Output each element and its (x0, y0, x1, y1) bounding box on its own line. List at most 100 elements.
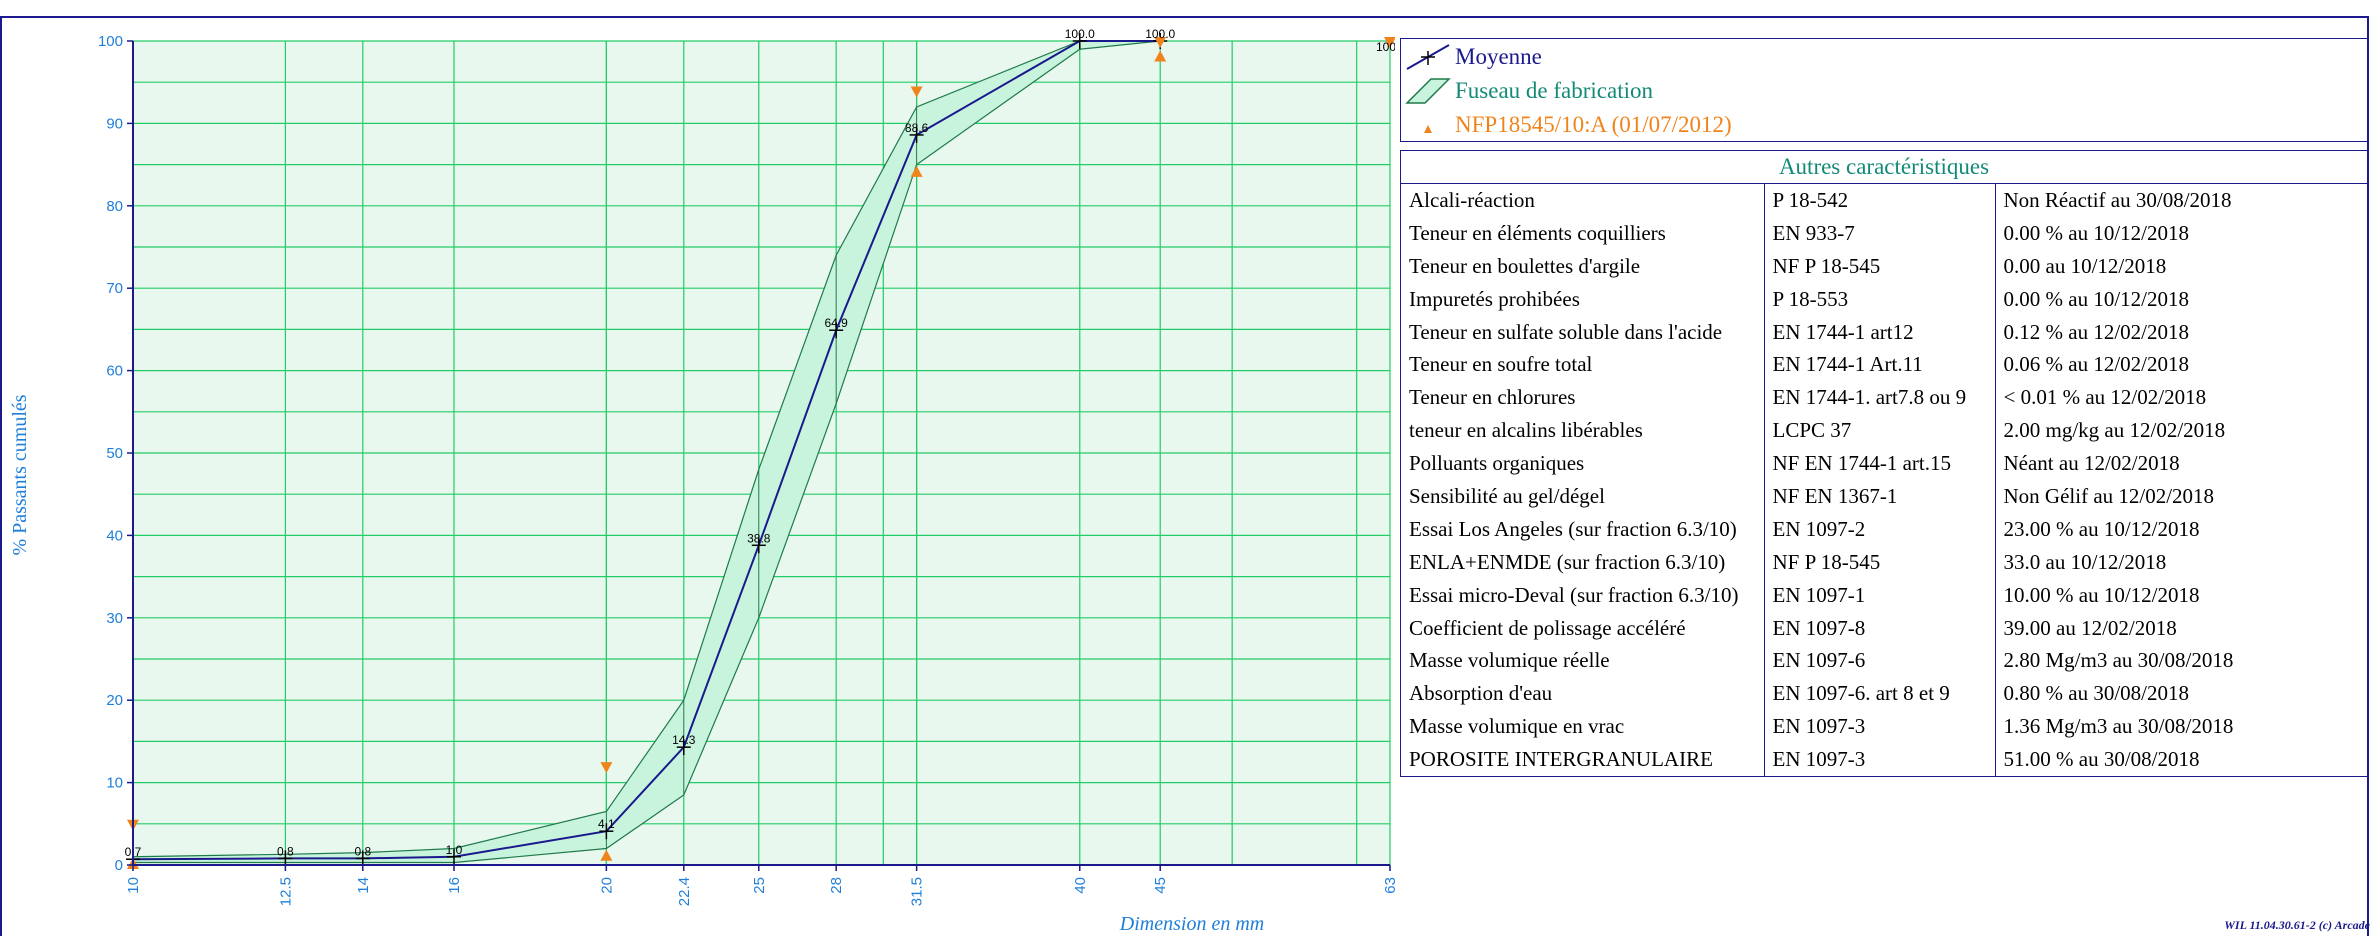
property-standard: EN 1097-6. art 8 et 9 (1764, 677, 1996, 711)
property-standard: NF P 18-545 (1764, 249, 1996, 283)
y-tick-label: 80 (106, 198, 123, 215)
property-standard: EN 1744-1 Art.11 (1764, 348, 1996, 382)
table-row: Essai micro-Deval (sur fraction 6.3/10) E… (1401, 578, 2367, 612)
table-row: POROSITE INTERGRANULAIRE EN 1097-3 51.00 %… (1401, 743, 2367, 777)
spec-upper-marker (600, 762, 613, 774)
legend-label-fuseau: Fuseau de fabrication (1455, 78, 1653, 103)
property-standard: EN 1744-1 art12 (1764, 315, 1996, 349)
x-tick-label: 40 (1072, 877, 1089, 894)
y-tick-label: 100 (98, 33, 123, 50)
spec-lower-marker (1154, 50, 1167, 62)
y-axis-title: % Passants cumulés (9, 394, 31, 555)
chart-frame (0, 16, 2369, 936)
x-tick-label: 10 (125, 877, 142, 894)
spec-upper-marker (910, 86, 923, 98)
data-label-end: 100. (1376, 40, 1395, 54)
property-name: Essai micro-Deval (sur fraction 6.3/10) (1401, 578, 1765, 612)
property-name: Sensibilité au gel/dégel (1401, 480, 1765, 513)
property-value: 2.00 mg/kg au 12/02/2018 (2003, 418, 2226, 443)
property-value: 0.00 au 10/12/2018 (2003, 253, 2167, 278)
fuseau-band-icon (1405, 78, 1451, 104)
legend-label-spec: NFP18545/10:A (01/07/2012) (1455, 112, 1732, 137)
property-value: 0.80 % au 30/08/2018 (2003, 681, 2189, 706)
table-row: Sensibilité au gel/dégel NF EN 1367-1 Non … (1401, 480, 2367, 513)
property-name: Absorption d'eau (1401, 677, 1765, 711)
property-value: < 0.01 % au 12/02/2018 (2003, 385, 2207, 410)
data-label: 0.8 (277, 844, 294, 858)
property-standard: EN 1097-8 (1764, 611, 1996, 645)
property-value: 0.06 % au 12/02/2018 (2003, 352, 2189, 377)
x-tick-label: 20 (598, 877, 615, 894)
property-value: Néant au 12/02/2018 (2003, 451, 2180, 476)
property-value: 0.12 % au 12/02/2018 (2003, 319, 2189, 344)
table-row: Coefficient de polissage accéléré EN 1097… (1401, 611, 2367, 645)
data-label: 100.0 (1065, 27, 1095, 41)
spec-triangle-icon (1424, 125, 1432, 133)
property-value: 33.0 au 10/12/2018 (2003, 549, 2167, 574)
property-name: Teneur en sulfate soluble dans l'acide (1401, 315, 1765, 349)
y-tick-label: 40 (106, 527, 123, 544)
spec-upper-marker (1384, 37, 1395, 48)
property-name: Masse volumique en vrac (1401, 710, 1765, 744)
property-standard: EN 1097-1 (1764, 578, 1996, 612)
property-value: Non Réactif au 30/08/2018 (2003, 187, 2232, 212)
y-tick-label: 60 (106, 363, 123, 380)
spec-lower-marker (600, 849, 613, 861)
property-value: 1.36 Mg/m3 au 30/08/2018 (2003, 714, 2234, 739)
data-label: 38.8 (747, 531, 771, 545)
property-name: Teneur en soufre total (1401, 348, 1765, 382)
y-tick-label: 10 (106, 775, 123, 792)
property-standard: EN 1097-3 (1764, 743, 1996, 777)
property-standard: EN 1744-1. art7.8 ou 9 (1764, 381, 1996, 415)
data-label: 64.9 (824, 316, 848, 330)
property-standard: EN 1097-6 (1764, 644, 1996, 678)
characteristics-table: Alcali-réaction P 18-542 Non Réactif au 30… (1401, 184, 2367, 777)
spec-upper-marker (1154, 37, 1167, 48)
property-value: 0.00 % au 10/12/2018 (2003, 286, 2189, 311)
property-name: teneur en alcalins libérables (1401, 414, 1765, 448)
table-row: Teneur en boulettes d'argile NF P 18-545 0… (1401, 249, 2367, 283)
property-name: Teneur en éléments coquilliers (1401, 216, 1765, 250)
x-tick-label: 25 (751, 877, 768, 894)
data-labels-layer: 0.70.80.81.04.114.338.864.988.6100.0100.… (125, 27, 1395, 859)
data-label: 88.6 (905, 121, 929, 135)
x-tick-label: 12.5 (277, 877, 294, 906)
property-standard: P 18-553 (1764, 282, 1996, 316)
table-row: teneur en alcalins libérables LCPC 37 2.00… (1401, 414, 2367, 448)
property-standard: EN 933-7 (1764, 216, 1996, 250)
fuseau-band (132, 40, 1161, 864)
x-axis-title: Dimension en mm (1119, 913, 1264, 935)
y-tick-label: 0 (115, 857, 123, 874)
property-standard: NF P 18-545 (1764, 545, 1996, 579)
x-tick-label: 14 (355, 877, 372, 894)
table-row: Masse volumique réelle EN 1097-6 2.80 Mg/m… (1401, 644, 2367, 678)
table-row: Teneur en chlorures EN 1744-1. art7.8 ou … (1401, 381, 2367, 415)
grid-layer (132, 40, 1391, 871)
property-name: ENLA+ENMDE (sur fraction 6.3/10) (1401, 545, 1765, 579)
table-row: Impuretés prohibées P 18-553 0.00 % au 10/… (1401, 282, 2367, 316)
property-value: 23.00 % au 10/12/2018 (2003, 516, 2200, 541)
property-name: Masse volumique réelle (1401, 644, 1765, 678)
footer-version: WIL 11.04.30.61-2 (c) Arcade (2224, 918, 2370, 932)
table-row: Polluants organiques NF EN 1744-1 art.15 N… (1401, 447, 2367, 481)
characteristics-panel: Autres caractéristiques Alcali-réaction P… (1400, 150, 2368, 778)
x-tick-label: 31.5 (909, 877, 926, 906)
table-row: Teneur en éléments coquilliers EN 933-7 0.… (1401, 216, 2367, 250)
legend: Moyenne Fuseau de fabrication NFP18545/1… (1400, 38, 2368, 142)
property-value: Non Gélif au 12/02/2018 (2003, 483, 2215, 508)
table-row: Teneur en sulfate soluble dans l'acide EN… (1401, 315, 2367, 349)
property-name: Teneur en boulettes d'argile (1401, 249, 1765, 283)
property-name: Coefficient de polissage accéléré (1401, 611, 1765, 645)
x-tick-label: 16 (446, 877, 463, 894)
y-tick-label: 20 (106, 692, 123, 709)
x-tick-label: 28 (828, 877, 845, 894)
property-name: Impuretés prohibées (1401, 282, 1765, 316)
legend-label-moyenne: Moyenne (1455, 44, 1542, 69)
y-tick-label: 50 (106, 445, 123, 462)
data-label: 4.1 (598, 817, 615, 831)
property-standard: LCPC 37 (1764, 414, 1996, 448)
x-tick-label: 63 (1382, 877, 1395, 894)
table-row: Masse volumique en vrac EN 1097-3 1.36 Mg/… (1401, 710, 2367, 744)
property-value: 39.00 au 12/02/2018 (2003, 615, 2177, 640)
